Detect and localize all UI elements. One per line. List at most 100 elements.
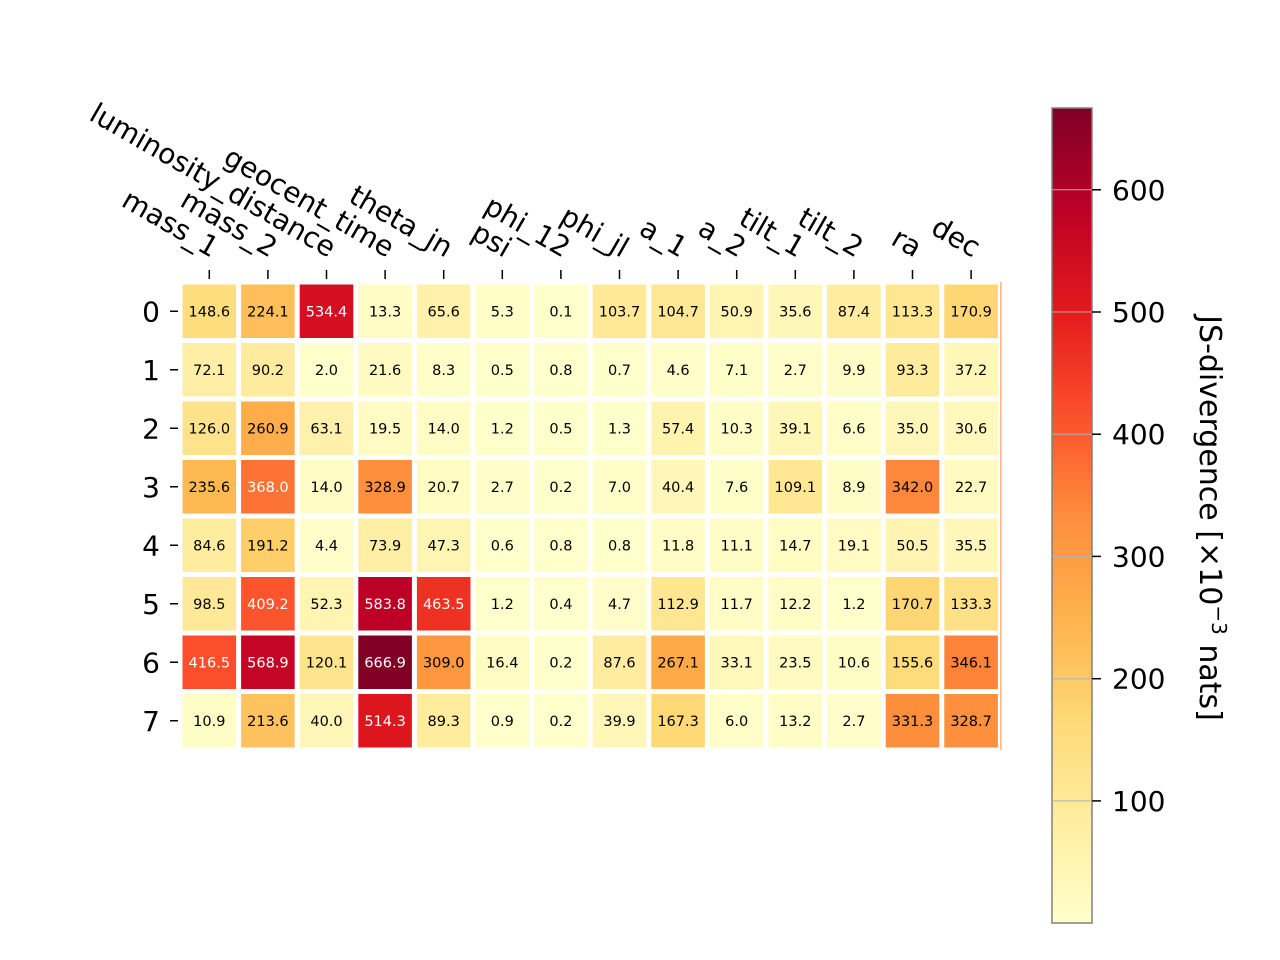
heatmap-cell-7-dec [944, 694, 998, 748]
x-tick-label: ra [886, 221, 927, 264]
cell-value-label: 39.9 [603, 714, 635, 730]
heatmap-cell-0-tilt_1 [768, 284, 823, 338]
heatmap-cell-3-mass_2 [241, 460, 295, 514]
cell-value-label: 1.2 [842, 597, 865, 613]
heatmap-cell-7-a_1 [651, 694, 705, 748]
cell-value-label: 50.5 [896, 538, 928, 554]
cell-value-label: 328.9 [364, 480, 406, 496]
cell-value-label: 63.1 [310, 421, 342, 437]
heatmap-cell-1-mass_1 [182, 343, 237, 397]
cell-value-label: 8.9 [842, 480, 865, 496]
heatmap-cell-3-theta_jn [416, 460, 471, 514]
cell-value-label: 5.3 [491, 304, 514, 320]
y-tick-label: 2 [142, 412, 160, 445]
cell-value-label: 14.0 [310, 480, 342, 496]
heatmap-cell-5-a_2 [709, 577, 764, 631]
cell-value-label: 4.4 [315, 538, 338, 554]
heatmap-cell-3-phi_jl [592, 460, 647, 514]
heatmap-cell-5-phi_jl [592, 577, 647, 631]
heatmap-cell-5-a_1 [651, 577, 705, 631]
heatmap-cell-7-tilt_1 [768, 694, 823, 748]
cell-value-label: 568.9 [247, 655, 289, 671]
cell-value-label: 0.2 [549, 655, 572, 671]
heatmap-cell-6-a_1 [651, 635, 705, 689]
heatmap-cell-0-a_1 [651, 284, 705, 338]
heatmap-cell-1-phi_12 [534, 343, 588, 397]
cell-value-label: 2.0 [315, 363, 338, 379]
cell-value-label: 0.8 [549, 538, 572, 554]
heatmap-cell-6-mass_1 [182, 635, 237, 689]
heatmap-cell-2-dec [944, 401, 998, 455]
heatmap-cell-3-ra [885, 460, 940, 514]
colorbar-tick-label: 200 [1112, 663, 1165, 696]
heatmap-cell-7-mass_2 [241, 694, 295, 748]
cell-value-label: 113.3 [892, 304, 934, 320]
cell-value-label: 19.5 [369, 421, 401, 437]
cell-value-label: 213.6 [247, 714, 289, 730]
heatmap-cell-4-theta_jn [416, 518, 471, 572]
cell-value-label: 416.5 [189, 655, 231, 671]
heatmap-cell-2-mass_1 [182, 401, 237, 455]
heatmap-cell-1-a_1 [651, 343, 705, 397]
cell-value-label: 16.4 [486, 655, 518, 671]
cell-value-label: 22.7 [955, 480, 987, 496]
heatmap-cell-7-theta_jn [416, 694, 471, 748]
cell-value-label: 120.1 [306, 655, 348, 671]
cell-value-label: 8.3 [432, 363, 455, 379]
heatmap-cell-4-a_2 [709, 518, 764, 572]
heatmap-cell-0-tilt_2 [827, 284, 881, 338]
cell-value-label: 14.7 [779, 538, 811, 554]
heatmap-cell-6-theta_jn [416, 635, 471, 689]
heatmap-cell-0-geocent_time [358, 284, 412, 338]
cell-value-label: 267.1 [657, 655, 699, 671]
heatmap-cell-7-tilt_2 [827, 694, 881, 748]
heatmap-cell-5-dec [944, 577, 998, 631]
cell-value-label: 7.6 [725, 480, 748, 496]
cell-value-label: 534.4 [306, 304, 348, 320]
y-tick-label: 0 [142, 295, 160, 328]
cell-value-label: 148.6 [189, 304, 231, 320]
cell-value-label: 23.5 [779, 655, 811, 671]
heatmap-cell-4-phi_jl [592, 518, 647, 572]
heatmap-cell-1-geocent_time [358, 343, 412, 397]
heatmap-cell-6-geocent_time [358, 635, 412, 689]
heatmap-cell-1-dec [944, 343, 998, 397]
heatmap-cell-0-ra [885, 284, 940, 338]
cell-value-label: 6.6 [842, 421, 865, 437]
cell-value-label: 37.2 [955, 363, 987, 379]
column-labels: mass_1mass_2luminosity_distancegeocent_t… [84, 96, 986, 279]
colorbar-frame [1051, 107, 1093, 924]
colorbar-label: JS-divergence [×10−3 nats] [1192, 313, 1231, 721]
heatmap-cell-2-phi_jl [592, 401, 647, 455]
heatmap-cell-1-tilt_1 [768, 343, 823, 397]
cell-value-label: 463.5 [423, 597, 465, 613]
heatmap-cell-1-psi [475, 343, 530, 397]
cell-value-label: 90.2 [252, 363, 284, 379]
cell-value-label: 65.6 [428, 304, 460, 320]
heatmap-cell-5-psi [475, 577, 530, 631]
heatmap-cell-0-mass_2 [241, 284, 295, 338]
cell-value-label: 6.0 [725, 714, 748, 730]
cell-value-label: 0.2 [549, 480, 572, 496]
cell-value-label: 104.7 [657, 304, 699, 320]
heatmap-cell-1-phi_jl [592, 343, 647, 397]
row-labels: 0 1 2 3 4 5 6 7 [142, 295, 178, 738]
heatmap-cell-6-mass_2 [241, 635, 295, 689]
heatmap-cell-5-ra [885, 577, 940, 631]
cell-value-label: 126.0 [189, 421, 231, 437]
cell-value-label: 0.5 [491, 363, 514, 379]
cell-value-label: 170.9 [950, 304, 992, 320]
heatmap-cell-7-phi_jl [592, 694, 647, 748]
heatmap-cell-2-a_1 [651, 401, 705, 455]
cell-value-label: 13.2 [779, 714, 811, 730]
heatmap-cell-7-ra [885, 694, 940, 748]
cell-value-label: 260.9 [247, 421, 289, 437]
heatmap-cell-2-psi [475, 401, 530, 455]
cell-value-label: 2.7 [491, 480, 514, 496]
cell-value-label: 11.8 [662, 538, 694, 554]
heatmap-cell-0-theta_jn [416, 284, 471, 338]
cell-value-label: 40.0 [310, 714, 342, 730]
heatmap-cell-2-mass_2 [241, 401, 295, 455]
cell-value-label: 89.3 [428, 714, 460, 730]
cell-value-label: 342.0 [892, 480, 934, 496]
